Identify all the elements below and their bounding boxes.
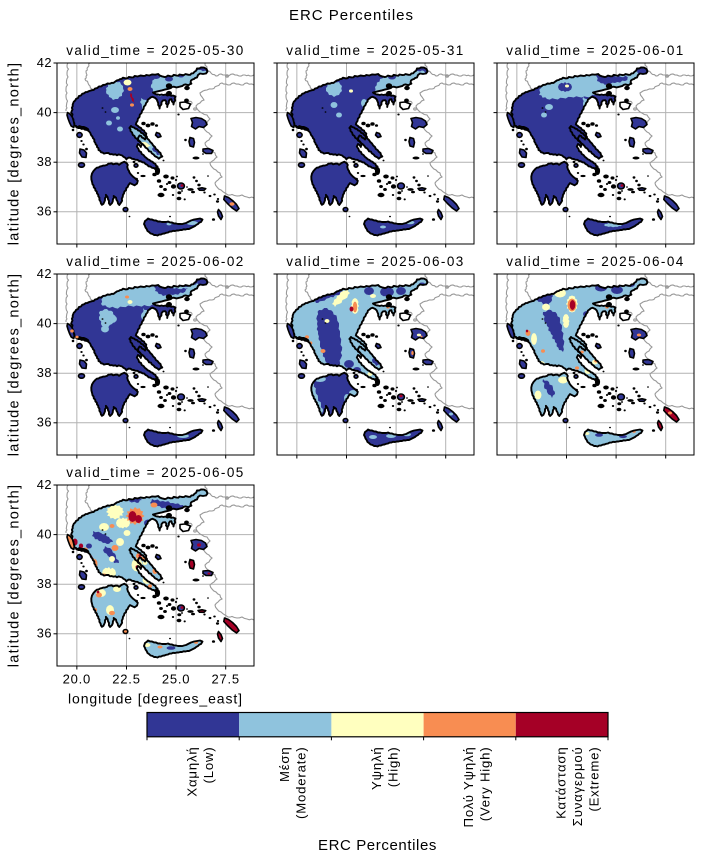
svg-text:latitude [degrees_north]: latitude [degrees_north] (7, 484, 23, 668)
svg-text:20.0: 20.0 (63, 672, 92, 687)
svg-text:Χαμηλή(Low): Χαμηλή (Low) (185, 747, 217, 797)
svg-text:42: 42 (37, 266, 52, 281)
svg-text:Μέση(Moderate): Μέση (Moderate) (277, 747, 309, 820)
svg-text:valid_time = 2025-06-02: valid_time = 2025-06-02 (66, 254, 245, 269)
svg-text:36: 36 (37, 626, 52, 641)
svg-text:25.0: 25.0 (162, 672, 191, 687)
svg-text:27.5: 27.5 (211, 672, 240, 687)
svg-text:42: 42 (37, 477, 52, 492)
svg-text:40: 40 (37, 316, 52, 331)
svg-text:Πολύ Υψηλή(Very High): Πολύ Υψηλή (Very High) (461, 747, 493, 828)
svg-text:valid_time = 2025-05-31: valid_time = 2025-05-31 (286, 43, 465, 58)
svg-text:valid_time = 2025-06-05: valid_time = 2025-06-05 (66, 465, 245, 480)
svg-text:40: 40 (37, 527, 52, 542)
svg-text:valid_time = 2025-06-04: valid_time = 2025-06-04 (506, 254, 685, 269)
svg-text:latitude [degrees_north]: latitude [degrees_north] (7, 273, 23, 457)
svg-text:42: 42 (37, 55, 52, 70)
svg-text:40: 40 (37, 105, 52, 120)
svg-text:Υψηλή(High): Υψηλή (High) (369, 747, 401, 790)
svg-text:22.5: 22.5 (112, 672, 141, 687)
svg-text:36: 36 (37, 204, 52, 219)
svg-text:valid_time = 2025-06-01: valid_time = 2025-06-01 (506, 43, 685, 58)
svg-text:38: 38 (37, 576, 52, 591)
svg-text:valid_time = 2025-05-30: valid_time = 2025-05-30 (66, 43, 245, 58)
svg-text:valid_time = 2025-06-03: valid_time = 2025-06-03 (286, 254, 465, 269)
svg-text:ERC Percentiles: ERC Percentiles (318, 837, 437, 854)
svg-text:36: 36 (37, 415, 52, 430)
svg-text:longitude [degrees_east]: longitude [degrees_east] (68, 691, 243, 707)
svg-text:latitude [degrees_north]: latitude [degrees_north] (7, 62, 23, 246)
svg-text:38: 38 (37, 154, 52, 169)
svg-text:ERC Percentiles: ERC Percentiles (289, 7, 414, 24)
svg-text:38: 38 (37, 365, 52, 380)
